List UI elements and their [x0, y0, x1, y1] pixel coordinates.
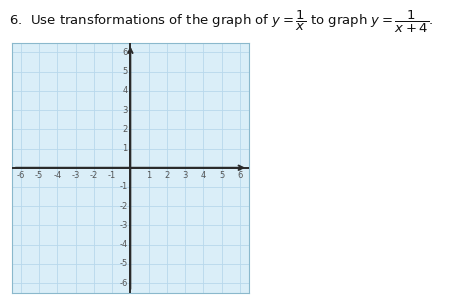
Text: -5: -5 [35, 170, 43, 180]
Text: -2: -2 [119, 202, 128, 211]
Text: 2: 2 [122, 125, 128, 134]
Text: 4: 4 [201, 170, 206, 180]
Text: -5: -5 [119, 260, 128, 268]
Text: 4: 4 [122, 86, 128, 95]
Text: -4: -4 [119, 240, 128, 249]
Text: -1: -1 [108, 170, 116, 180]
Text: -1: -1 [119, 182, 128, 192]
Text: 5: 5 [122, 67, 128, 76]
Text: 2: 2 [164, 170, 169, 180]
Text: 1: 1 [122, 144, 128, 153]
Text: 6: 6 [237, 170, 242, 180]
Text: 5: 5 [219, 170, 224, 180]
Text: 3: 3 [122, 106, 128, 115]
Text: 6: 6 [122, 48, 128, 57]
Text: -3: -3 [119, 221, 128, 230]
Text: -3: -3 [72, 170, 80, 180]
Text: 1: 1 [146, 170, 151, 180]
Text: -2: -2 [90, 170, 98, 180]
Text: 3: 3 [182, 170, 188, 180]
Text: -4: -4 [53, 170, 62, 180]
Text: -6: -6 [17, 170, 25, 180]
Text: 6.  Use transformations of the graph of $y = \dfrac{1}{x}$ to graph $y = \dfrac{: 6. Use transformations of the graph of $… [9, 9, 434, 35]
Text: -6: -6 [119, 279, 128, 288]
